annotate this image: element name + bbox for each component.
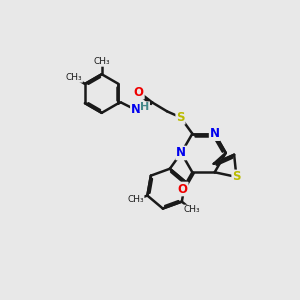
Text: S: S [232,170,241,183]
Text: N: N [131,103,141,116]
Text: O: O [134,85,144,99]
Text: N: N [176,146,186,160]
Text: CH₃: CH₃ [93,57,110,66]
Text: O: O [178,182,188,196]
Text: H: H [140,102,149,112]
Text: CH₃: CH₃ [66,73,83,82]
Text: S: S [176,111,185,124]
Text: CH₃: CH₃ [183,205,200,214]
Text: CH₃: CH₃ [127,195,144,204]
Text: N: N [210,127,220,140]
